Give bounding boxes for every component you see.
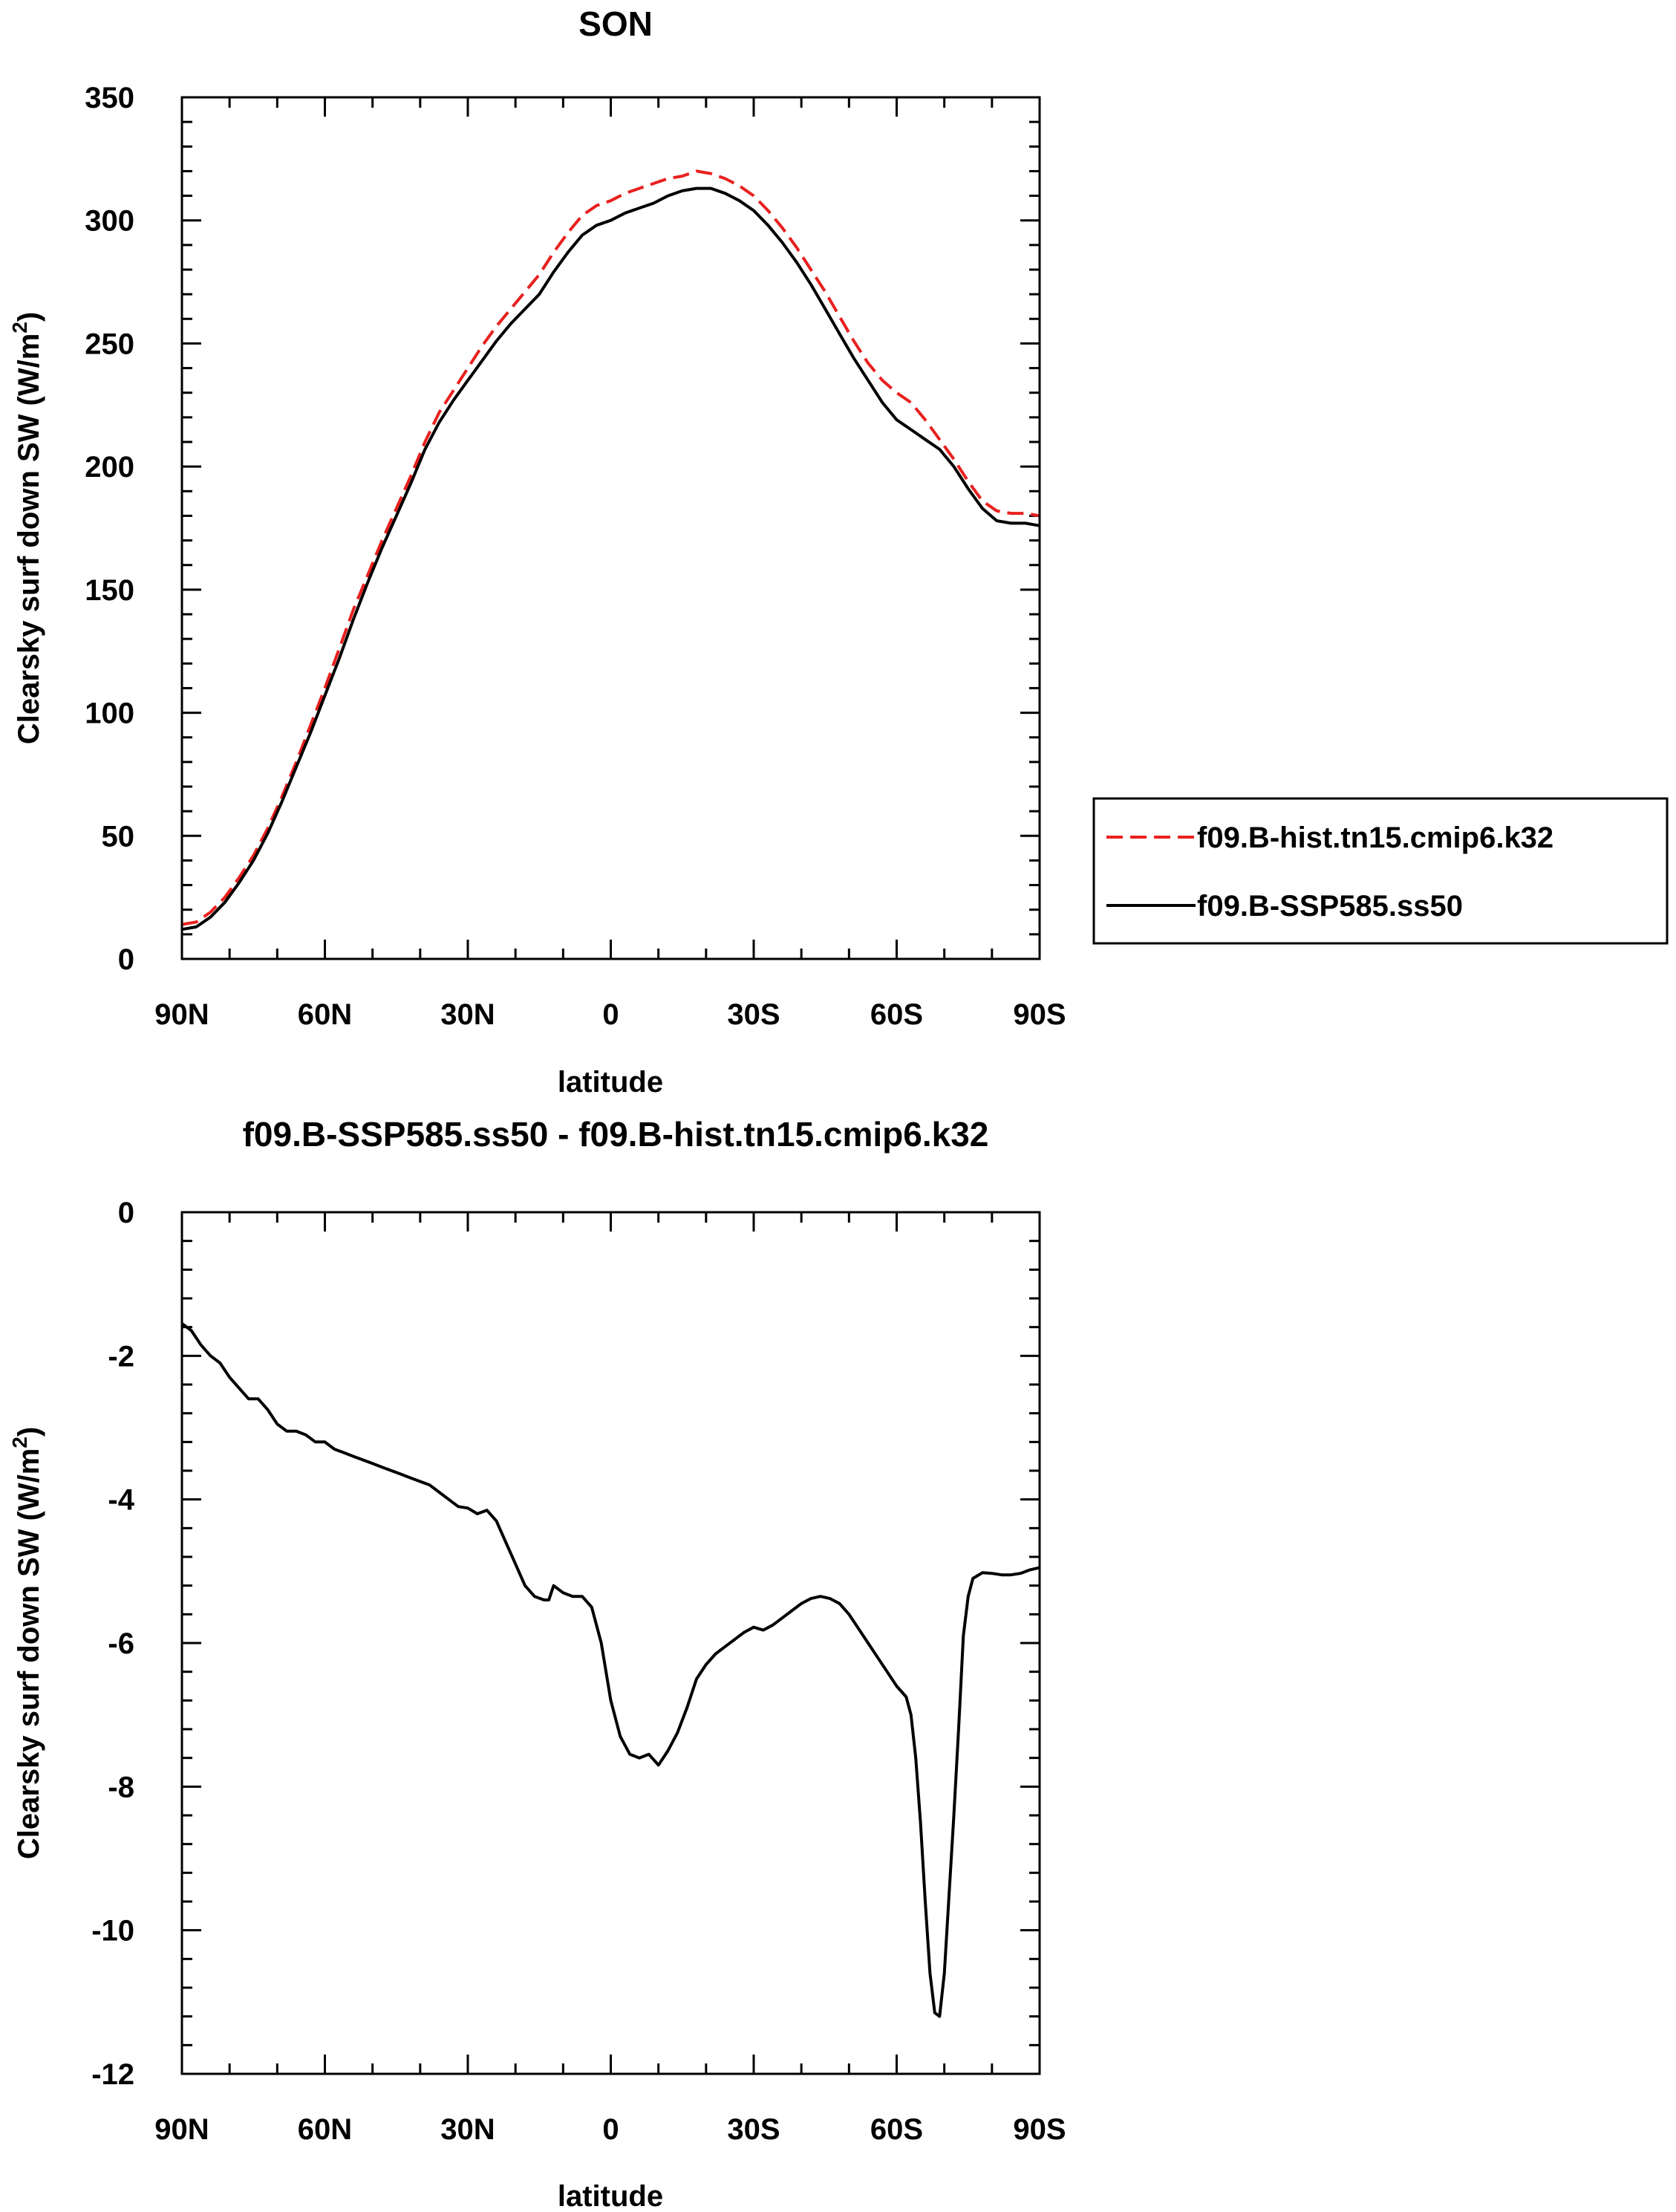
top-chart-y-tick-label: 200 bbox=[85, 451, 134, 484]
top-chart-y-tick-label: 300 bbox=[85, 205, 134, 238]
bottom-chart-y-tick-label: 0 bbox=[118, 1197, 134, 1229]
bottom-chart-x-tick-label: 90S bbox=[1013, 2113, 1066, 2146]
top-chart-ticks bbox=[180, 96, 1041, 960]
bottom-chart-y-axis-label: Clearsky surf down SW (W/m2) bbox=[8, 1427, 45, 1859]
bottom-chart-panel: f09.B-SSP585.ss50 - f09.B-hist.tn15.cmip… bbox=[8, 1115, 1066, 2212]
bottom-chart-x-axis-label: latitude bbox=[558, 2180, 663, 2212]
bottom-chart-x-tick-label: 90N bbox=[154, 2113, 209, 2146]
bottom-chart-x-tick-label: 60S bbox=[870, 2113, 923, 2146]
bottom-chart-x-tick-label: 0 bbox=[602, 2113, 619, 2146]
bottom-chart-x-tick-label: 30N bbox=[440, 2113, 495, 2146]
top-chart-title: SON bbox=[578, 4, 653, 43]
bottom-chart-x-tick-label: 30S bbox=[727, 2113, 780, 2146]
bottom-chart-y-tick-label: -2 bbox=[108, 1340, 134, 1373]
bottom-chart-series-line-1 bbox=[180, 1322, 1040, 2018]
bottom-chart-y-tick-labels: 0 -2 -4 -6 -8 -10 -12 bbox=[91, 1197, 135, 2091]
legend-box bbox=[1092, 797, 1669, 945]
top-chart-x-axis-label: latitude bbox=[558, 1066, 663, 1099]
bottom-chart-series bbox=[180, 1322, 1040, 2018]
bottom-chart-x-tick-labels: 90N 60N 30N 0 30S 60S 90S bbox=[154, 2113, 1066, 2146]
top-chart-panel: SON 90N 60N 30N 0 30S 60S 90S 0 50 100 150 200 250 3… bbox=[8, 4, 1066, 1099]
top-chart-x-tick-label: 90S bbox=[1013, 998, 1066, 1031]
bottom-chart-plot-frame bbox=[180, 1211, 1041, 2075]
bottom-chart-y-tick-label: -4 bbox=[108, 1484, 134, 1517]
legend-label-ssp585: f09.B-SSP585.ss50 bbox=[1197, 890, 1463, 923]
bottom-chart-title: f09.B-SSP585.ss50 - f09.B-hist.tn15.cmip… bbox=[243, 1115, 989, 1154]
bottom-chart-y-tick-label: -8 bbox=[108, 1771, 134, 1803]
top-chart-x-tick-labels: 90N 60N 30N 0 30S 60S 90S bbox=[154, 998, 1066, 1031]
top-chart-series bbox=[181, 169, 1040, 931]
top-chart-x-tick-label: 60S bbox=[870, 998, 923, 1031]
top-chart-x-tick-label: 30N bbox=[440, 998, 495, 1031]
legend: f09.B-hist.tn15.cmip6.k32 f09.B-SSP585.s… bbox=[1092, 797, 1669, 945]
bottom-chart-y-tick-label: -6 bbox=[108, 1627, 134, 1660]
top-chart-x-tick-label: 0 bbox=[602, 998, 619, 1031]
top-chart-y-tick-label: 50 bbox=[102, 820, 135, 853]
top-chart-y-tick-label: 250 bbox=[85, 328, 134, 360]
top-chart-y-tick-label: 0 bbox=[118, 943, 134, 976]
bottom-chart-ticks bbox=[180, 1211, 1041, 2075]
bottom-chart-y-tick-label: -12 bbox=[91, 2058, 134, 2091]
top-chart-y-tick-labels: 0 50 100 150 200 250 300 350 bbox=[85, 82, 134, 976]
top-chart-y-axis-label: Clearsky surf down SW (W/m2) bbox=[8, 312, 45, 744]
top-chart-series-line-2 bbox=[181, 186, 1040, 931]
top-chart-x-tick-label: 30S bbox=[727, 998, 780, 1031]
top-chart-y-tick-label: 350 bbox=[85, 82, 134, 114]
top-chart-x-tick-label: 90N bbox=[154, 998, 209, 1031]
top-chart-plot-frame bbox=[180, 96, 1041, 960]
top-chart-y-tick-label: 100 bbox=[85, 697, 134, 730]
bottom-chart-y-tick-label: -10 bbox=[91, 1915, 134, 1948]
top-chart-x-tick-label: 60N bbox=[298, 998, 352, 1031]
top-chart-series-line-1 bbox=[181, 169, 1040, 926]
bottom-chart-x-tick-label: 60N bbox=[298, 2113, 352, 2146]
legend-label-hist: f09.B-hist.tn15.cmip6.k32 bbox=[1197, 822, 1553, 854]
top-chart-y-tick-label: 150 bbox=[85, 574, 134, 607]
